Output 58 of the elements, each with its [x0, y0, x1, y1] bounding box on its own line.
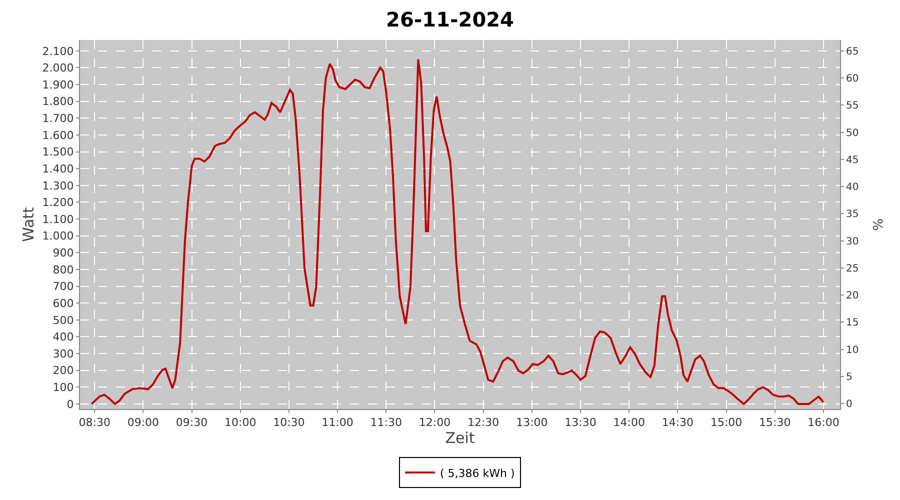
x-tick-label: 10:30	[273, 416, 305, 430]
y2-tick-label: 10	[846, 344, 859, 356]
legend-label: ( 5,386 kWh )	[440, 466, 515, 480]
y2-axis-title: %	[872, 218, 886, 231]
y-tick-label: 500	[52, 314, 74, 327]
y2-tick-label: 35	[846, 209, 859, 220]
y-tick-label: 100	[52, 381, 74, 394]
y-tick-label: 0	[66, 398, 74, 411]
y2-tick-label: 25	[846, 263, 859, 274]
y2-tick-label: 0	[846, 399, 852, 410]
x-tick-label: 13:00	[516, 416, 548, 430]
y-tick-label: 800	[52, 263, 74, 276]
y-tick-label: 1.000	[42, 230, 74, 243]
y-axis-title: Watt	[20, 206, 38, 242]
y2-tick-label: 30	[846, 236, 859, 248]
y-tick-label: 400	[52, 330, 74, 344]
x-axis-title: Zeit	[445, 429, 475, 448]
x-tick-label: 15:30	[759, 416, 791, 430]
y-tick-label: 1.700	[42, 112, 74, 126]
y-tick-label: 1.400	[42, 162, 74, 176]
y2-tick-label: 60	[846, 73, 859, 84]
y-tick-label: 700	[52, 280, 74, 294]
y-tick-label: 1.100	[42, 212, 74, 226]
x-tick-label: 11:30	[370, 416, 402, 430]
y2-tick-label: 45	[846, 154, 859, 166]
y2-tick-label: 55	[846, 100, 859, 112]
y-tick-label: 200	[52, 364, 74, 378]
y-tick-label: 1.800	[42, 95, 74, 108]
x-tick-label: 12:30	[467, 416, 500, 430]
y-tick-label: 600	[52, 296, 74, 310]
x-tick-label: 09:30	[176, 416, 208, 430]
x-tick-label: 08:30	[78, 416, 110, 430]
x-tick-label: 15:00	[710, 416, 742, 430]
y-tick-label: 2.000	[42, 62, 74, 75]
y2-tick-label: 40	[846, 182, 859, 194]
x-tick-label: 14:00	[613, 416, 645, 430]
y2-tick-label: 65	[846, 46, 859, 58]
line-series	[90, 58, 824, 405]
y-tick-label: 900	[52, 246, 74, 260]
x-tick-label: 10:00	[224, 416, 256, 430]
x-tick-label: 13:30	[564, 416, 596, 430]
x-tick-label: 12:00	[418, 416, 451, 430]
chart-title: 26-11-2024	[386, 8, 514, 32]
x-tick-label: 11:00	[322, 416, 354, 430]
y-tick-label: 1.600	[42, 128, 74, 142]
y-tick-label: 1.900	[42, 78, 74, 92]
y2-tick-label: 50	[846, 128, 859, 139]
y-tick-label: 1.300	[42, 179, 74, 192]
y2-tick-label: 15	[846, 318, 859, 329]
y2-tick-label: 5	[846, 372, 852, 383]
y2-tick-label: 20	[846, 290, 859, 302]
y-tick-label: 1.500	[42, 146, 74, 159]
x-tick-label: 09:00	[127, 416, 160, 430]
y-tick-label: 300	[52, 347, 74, 360]
y-tick-label: 1.200	[42, 196, 74, 210]
y-tick-label: 2.100	[42, 44, 74, 58]
x-tick-label: 16:00	[808, 416, 840, 430]
x-tick-label: 14:30	[662, 416, 694, 430]
